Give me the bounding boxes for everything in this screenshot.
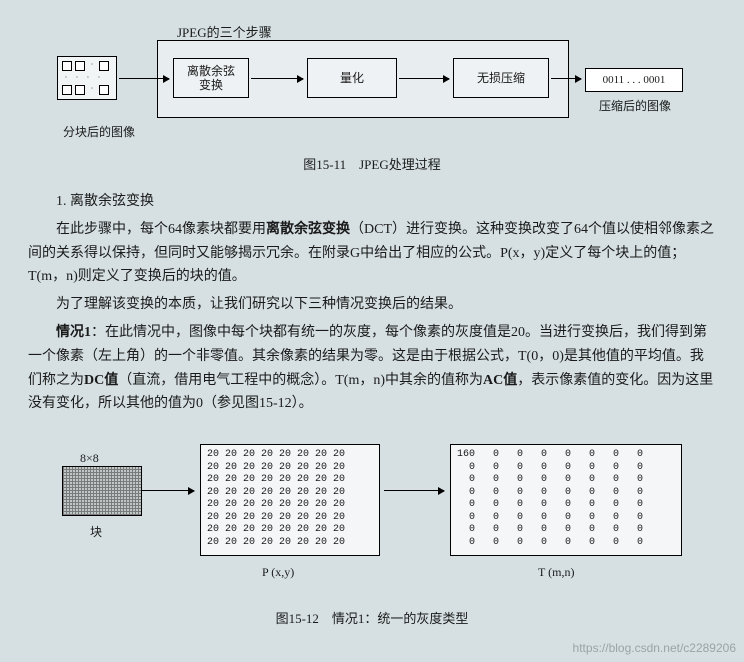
step-lossless: 无损压缩 (453, 58, 549, 98)
matrix-t-cap: T (m,n) (538, 562, 574, 582)
case1-label: 情况1 (56, 325, 91, 340)
arrow (251, 78, 303, 79)
jpeg-flow-diagram: JPEG的三个步骤 · ···· · 分块后的图像 离散余弦 变换 量化 无损压… (57, 26, 687, 146)
block-8x8-cap: 块 (90, 522, 102, 542)
paragraph-2: 为了理解该变换的本质，让我们研究以下三种情况变换后的结果。 (28, 293, 716, 317)
p1-term: 离散余弦变换 (266, 222, 350, 237)
arrow (384, 490, 444, 491)
dc-term: DC值 (84, 373, 118, 388)
section-title: 1. 离散余弦变换 (56, 190, 716, 214)
paragraph-3: 情况1：在此情况中，图像中每个块都有统一的灰度，每个像素的灰度值是20。当进行变… (28, 321, 716, 416)
step-quant: 量化 (307, 58, 397, 98)
block-icon: · ···· · (57, 56, 117, 100)
dct-uniform-diagram: 8×8 块 20 20 20 20 20 20 20 20 20 20 20 2… (62, 430, 682, 600)
p3-d: （直流，借用电气工程中的概念）。T(m，n)中其余的值称为 (118, 373, 483, 388)
figure-12-caption: 图15-12 情况1：统一的灰度类型 (28, 608, 716, 630)
paragraph-1: 在此步骤中，每个64像素块都要用离散余弦变换（DCT）进行变换。这种变换改变了6… (28, 218, 716, 289)
arrow (119, 78, 169, 79)
arrow (551, 78, 581, 79)
output-label: 压缩后的图像 (585, 96, 685, 116)
block-icon-label: 分块后的图像 (49, 122, 149, 142)
p1-a: 在此步骤中，每个64像素块都要用 (56, 222, 266, 237)
ac-term: AC值 (483, 373, 517, 388)
block-8x8 (62, 466, 142, 516)
watermark: https://blog.csdn.net/c2289206 (573, 638, 736, 658)
output-bits: 0011 . . . 0001 (585, 68, 683, 92)
step-dct: 离散余弦 变换 (173, 58, 249, 98)
matrix-p: 20 20 20 20 20 20 20 20 20 20 20 20 20 2… (200, 444, 380, 556)
matrix-p-cap: P (x,y) (262, 562, 294, 582)
matrix-t: 160 0 0 0 0 0 0 0 0 0 0 0 0 0 0 0 0 0 0 … (450, 444, 682, 556)
arrow (399, 78, 449, 79)
figure-11-caption: 图15-11 JPEG处理过程 (28, 154, 716, 176)
arrow (142, 490, 194, 491)
